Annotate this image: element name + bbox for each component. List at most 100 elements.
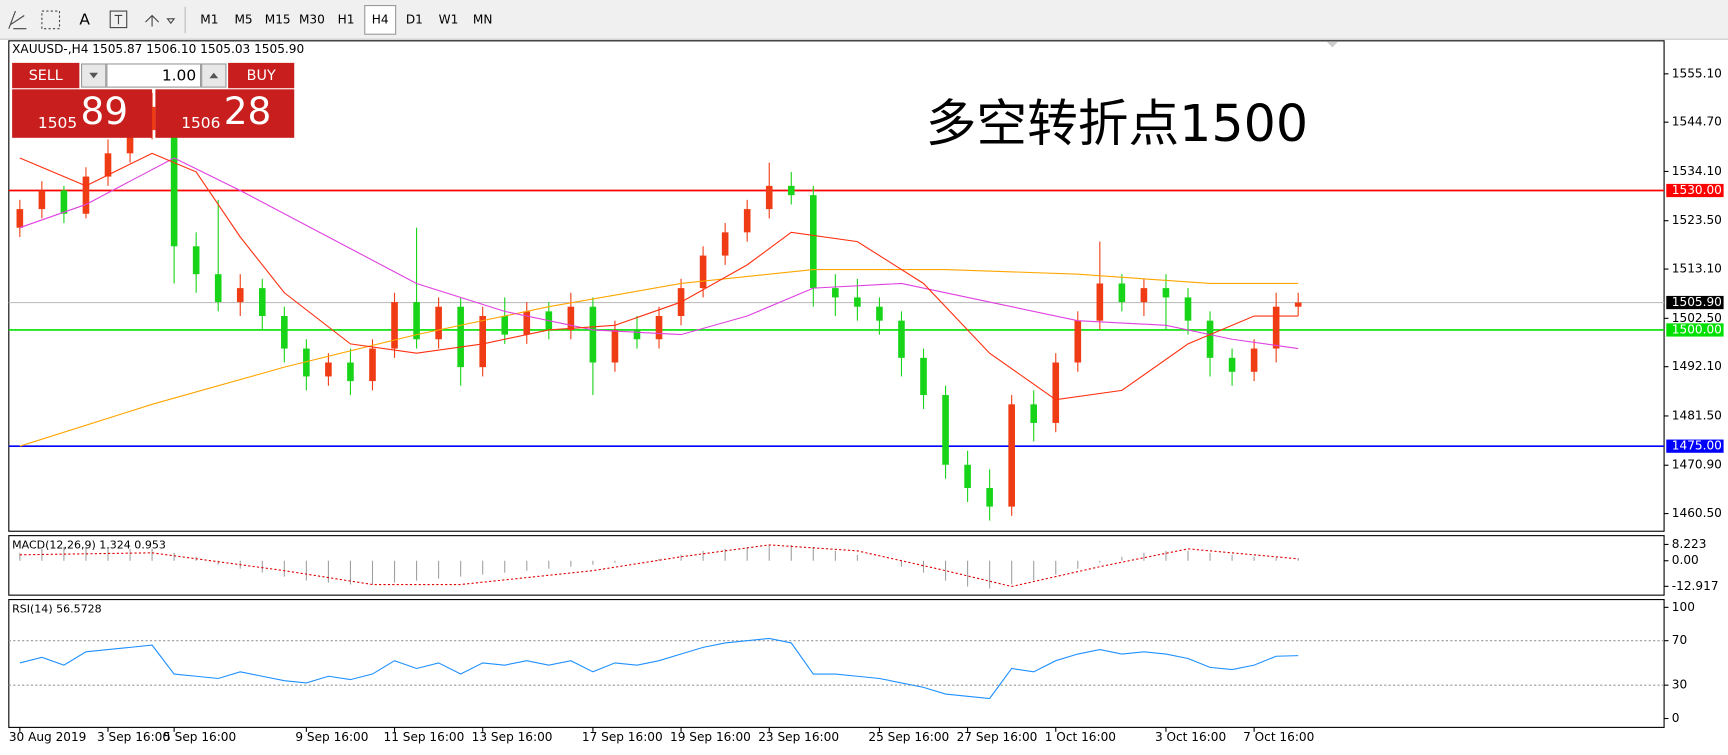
ask-prefix[interactable]: 1506 [181, 114, 220, 132]
candle-body [920, 357, 927, 396]
y-tick-label: 30 [1672, 678, 1687, 692]
rsi-panel [8, 599, 1665, 728]
x-tick-label: 1 Oct 16:00 [1045, 730, 1116, 744]
bid-prefix[interactable]: 1505 [38, 114, 77, 132]
timeframe-button[interactable]: MN [473, 12, 493, 26]
icon-arrows[interactable] [145, 14, 176, 27]
candle-body [589, 306, 597, 363]
main-chart: 1555.10 1544.70 1534.10 1523.50 1513.10 1502.… [9, 66, 1724, 744]
candle-body [501, 316, 509, 335]
candle-body [898, 320, 905, 358]
level-tag [1666, 439, 1724, 453]
x-tick-label: 23 Sep 16:00 [758, 730, 839, 744]
candle-body [126, 130, 134, 154]
bid-pips[interactable]: 89 [80, 89, 128, 133]
candle-body [1074, 320, 1082, 363]
ask-box[interactable] [155, 89, 295, 138]
x-tick-label: 25 Sep 16:00 [868, 730, 949, 744]
ask-pips[interactable]: 28 [224, 89, 272, 133]
candle-body [964, 464, 971, 489]
candle-body [1228, 357, 1236, 372]
macd-chart: 8.223 0.00 -12.917 [19, 537, 1719, 593]
icon-fibo[interactable] [8, 10, 27, 30]
macd-signal [19, 544, 1299, 588]
sell-label[interactable]: SELL [29, 68, 63, 84]
candle-body [854, 297, 861, 307]
level-tag [1666, 183, 1724, 198]
buy-label[interactable]: BUY [247, 68, 276, 84]
icon-label[interactable] [109, 10, 128, 29]
y-tick-label: 1534.10 [1672, 164, 1722, 178]
candle-body [214, 274, 222, 303]
candle-body [347, 362, 354, 382]
y-tick-label: 100 [1672, 600, 1695, 614]
lot-value[interactable]: 1.00 [162, 67, 196, 85]
candle-body [1052, 362, 1060, 423]
candle-body [611, 329, 619, 363]
current-price-tag [1666, 295, 1724, 310]
annotation: 多空转折点1500 [926, 94, 1308, 153]
candle-body [457, 306, 464, 368]
candle-body [876, 306, 883, 321]
lot-down-arrow [89, 72, 99, 79]
candle-body [281, 316, 288, 349]
macd-title: MACD(12,26,9) 1.324 0.953 [12, 539, 166, 552]
timeframe-button[interactable]: W1 [439, 12, 459, 26]
x-tick-label: 5 Sep 16:00 [163, 730, 236, 744]
candle-body [942, 395, 949, 465]
timeframe-button[interactable]: M1 [200, 12, 218, 26]
candle-body [655, 316, 663, 340]
candle-body [1184, 297, 1192, 321]
icon-text[interactable]: A [79, 10, 90, 28]
x-tick-label: 17 Sep 16:00 [582, 730, 663, 744]
x-tick-label: 7 Oct 16:00 [1243, 730, 1314, 744]
trade-panel: SELL 1.00 BUY 1505 89 1506 28 [12, 62, 295, 138]
rsi-line [19, 637, 1299, 700]
candle-body [743, 209, 751, 233]
timeframe-button[interactable]: H1 [338, 12, 355, 26]
candle-body [1162, 288, 1170, 298]
candle-body [38, 190, 46, 210]
candle-body [721, 232, 729, 256]
candle-body [479, 316, 486, 368]
candle-body [787, 185, 795, 196]
moving-average [19, 268, 1299, 447]
timeframe-button[interactable]: M15 [265, 12, 291, 26]
candle-body [1118, 283, 1126, 303]
timeframe-button[interactable]: M30 [299, 12, 325, 26]
level-label: 1475.00 [1672, 439, 1722, 453]
timeframe-button[interactable]: H4 [372, 12, 389, 26]
candle-body [82, 176, 90, 214]
timeframe-button[interactable]: M5 [234, 12, 252, 26]
x-tick-label: 19 Sep 16:00 [670, 730, 751, 744]
candle-body [60, 190, 68, 214]
toolbar-icons: A [8, 6, 186, 34]
y-tick-label: 1555.10 [1672, 66, 1722, 80]
buy-button[interactable] [228, 62, 295, 89]
candle-body [832, 288, 839, 298]
timeframe-active[interactable] [364, 5, 397, 35]
candle-body [258, 288, 266, 317]
candle-body [523, 311, 531, 335]
icon-grid[interactable] [41, 10, 61, 30]
y-tick-label: 1544.70 [1672, 115, 1722, 129]
icon-label-t [114, 14, 123, 25]
candle-body [236, 288, 244, 303]
candle-body [192, 246, 200, 275]
candle-body [1008, 404, 1015, 507]
lot-input[interactable] [106, 63, 202, 88]
current-price-label: 1505.90 [1672, 295, 1722, 309]
x-tick-label: 30 Aug 2019 [9, 730, 87, 744]
level-label: 1530.00 [1672, 183, 1722, 197]
y-tick-label: 1502.50 [1672, 311, 1722, 325]
x-tick-label: 11 Sep 16:00 [384, 730, 465, 744]
moving-average [19, 152, 1299, 401]
y-tick-label: 70 [1672, 633, 1687, 647]
y-tick-label: 1492.10 [1672, 359, 1722, 373]
timeframe-button[interactable]: D1 [406, 12, 423, 26]
candle-body [810, 195, 817, 289]
y-tick-label: 1470.90 [1672, 458, 1722, 472]
sell-button[interactable] [12, 62, 80, 89]
bid-box[interactable] [12, 89, 153, 138]
